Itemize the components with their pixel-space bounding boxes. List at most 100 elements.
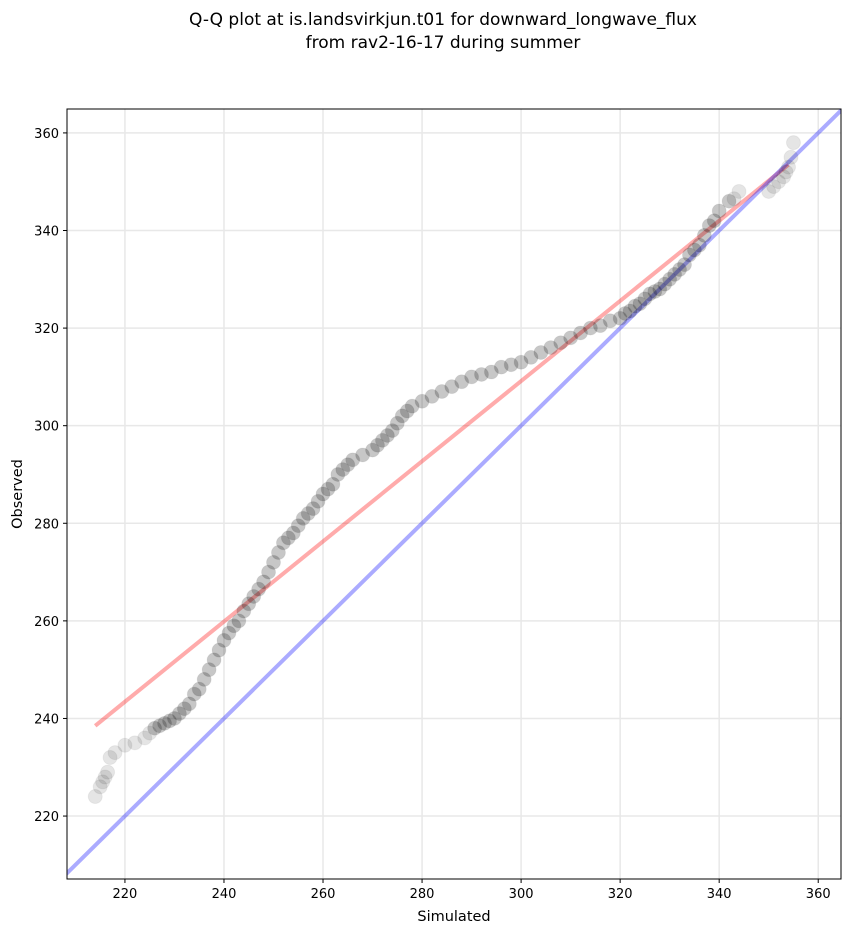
quantile-point [231,613,247,629]
quantile-point [424,388,440,404]
quantile-point [340,457,356,473]
quantile-point [127,735,143,751]
quantile-point [102,749,118,765]
quantile-point [147,720,163,736]
quantile-point [627,298,643,314]
quantile-point [226,618,242,634]
quantile-point [503,357,519,373]
quantile-point [285,525,301,541]
x-tick-label: 280 [410,887,435,902]
quantile-point [473,366,489,382]
quantile-point [261,564,277,580]
quantile-point [677,257,693,273]
quantile-point [778,164,794,180]
quantile-point [216,632,232,648]
y-tick-label: 280 [34,517,59,532]
chart-title-line-2: from rav2-16-17 during summer [306,33,581,53]
y-tick-label: 260 [34,615,59,630]
quantile-point [211,642,227,658]
quantile-point [632,296,648,312]
quantile-point [686,242,702,258]
quantile-point [662,271,678,287]
y-tick-label: 240 [34,712,59,727]
quantile-point [176,701,192,717]
quantile-point [731,183,747,199]
quantile-point [696,227,712,243]
quantile-point [711,203,727,219]
quantile-point [553,335,569,351]
quantile-point [275,535,291,551]
quantile-point [404,398,420,414]
quantile-point [310,493,326,509]
x-tick-label: 260 [311,887,336,902]
quantile-point [87,789,103,805]
quantile-point [637,291,653,307]
y-tick-label: 300 [34,420,59,435]
quantile-point [785,135,801,151]
quantile-point [100,764,116,780]
fit-line [93,163,790,728]
quantile-point [652,281,668,297]
quantile-point [280,530,296,546]
quantile-point [592,318,608,334]
quantile-point [617,305,633,321]
y-tick-label: 340 [34,225,59,240]
quantile-point [533,344,549,360]
quantile-point [642,286,658,302]
quantile-point [776,169,792,185]
quantile-point [166,710,182,726]
quantile-point [706,213,722,229]
quantile-point [305,501,321,517]
quantile-point [389,415,405,431]
quantile-point [345,452,361,468]
quantile-point [766,179,782,195]
quantile-point [414,393,430,409]
quantile-point [201,662,217,678]
quantile-point [95,774,111,790]
quantile-point [295,510,311,526]
quantile-point [246,588,262,604]
y-tick-label: 220 [34,810,59,825]
x-tick-label: 340 [707,887,732,902]
quantile-point [384,423,400,439]
x-tick-label: 320 [608,887,633,902]
quantile-point [493,359,509,375]
quantile-point [92,779,108,795]
x-axis-label: Simulated [417,909,490,925]
quantile-point [236,603,252,619]
quantile-point [399,403,415,419]
quantile-point [196,671,212,687]
quantile-point [543,340,559,356]
quantile-point [157,715,173,731]
quantile-point [335,462,351,478]
quantile-points [87,135,801,805]
quantile-point [270,545,286,561]
quantile-point [315,486,331,502]
quantile-point [647,283,663,299]
identity-line [67,109,841,876]
quantile-point [464,369,480,385]
quantile-point [483,364,499,380]
quantile-point [573,325,589,341]
quantile-point [523,349,539,365]
quantile-point [612,310,628,326]
quantile-point [622,303,638,319]
quantile-point [721,193,737,209]
x-tick-label: 240 [212,887,237,902]
reference-lines [67,109,841,876]
quantile-point [726,191,742,207]
x-tick-label: 300 [509,887,534,902]
quantile-point [691,237,707,253]
quantile-point [142,725,158,741]
quantile-point [265,554,281,570]
x-tick-label: 220 [113,887,138,902]
quantile-point [251,581,267,597]
quantile-point [300,506,316,522]
quantile-point [171,706,187,722]
quantile-point [513,354,529,370]
quantile-point [117,737,133,753]
quantile-point [355,447,371,463]
quantile-point [582,320,598,336]
quantile-point [325,476,341,492]
